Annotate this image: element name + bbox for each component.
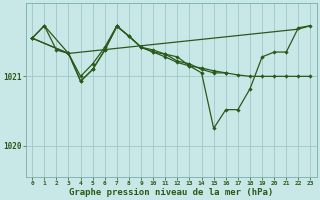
X-axis label: Graphe pression niveau de la mer (hPa): Graphe pression niveau de la mer (hPa) [69,188,274,197]
